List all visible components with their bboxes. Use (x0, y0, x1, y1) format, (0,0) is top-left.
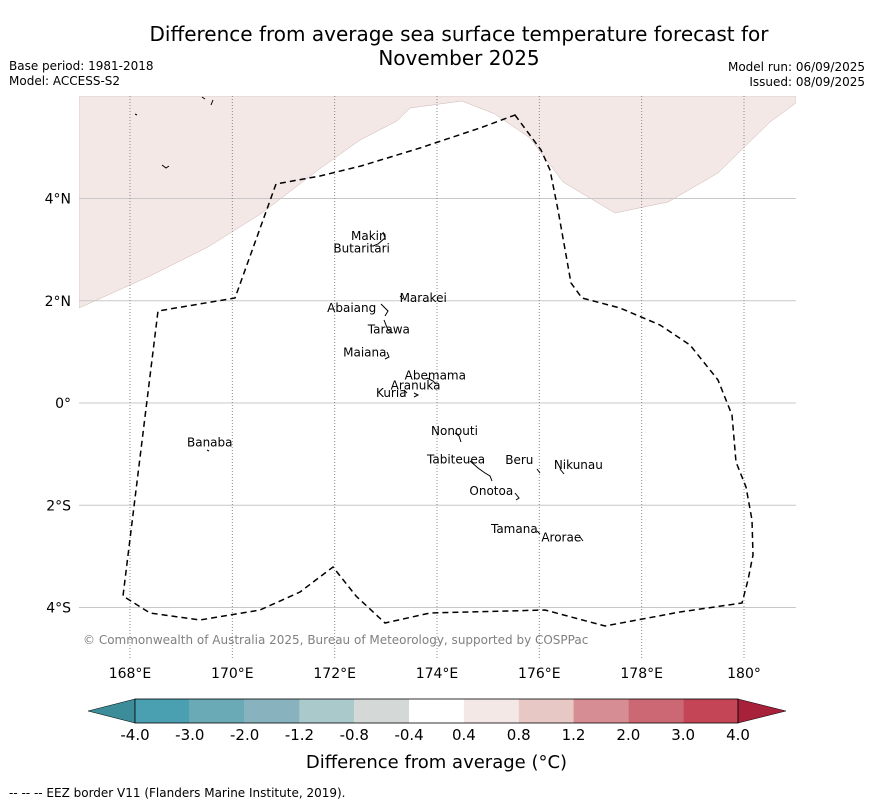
lon-tick-label: 172°E (313, 666, 356, 682)
lon-tick-label: 176°E (518, 666, 561, 682)
lat-tick-label: 2°N (45, 294, 71, 310)
island-coastlines (134, 96, 584, 542)
coast-abaiang (380, 303, 389, 317)
colorbar-tick: -0.4 (394, 726, 424, 744)
model-info: Base period: 1981-2018 Model: ACCESS-S2 (9, 59, 154, 89)
colorbar-arrow-low (87, 698, 136, 724)
island-label: Tabiteuea (426, 452, 485, 466)
lat-tick-label: 4°N (45, 192, 71, 208)
colorbar-tick: 3.0 (671, 726, 696, 744)
coast-onotoa (514, 492, 520, 501)
coast-tabiteuea (469, 460, 493, 482)
colorbar-tick: 0.8 (506, 726, 531, 744)
island-label: Banaba (187, 435, 233, 449)
colorbar-frame (134, 698, 739, 724)
colorbar-tick: 1.2 (561, 726, 586, 744)
coast-nw-islet (161, 164, 170, 169)
base-period: Base period: 1981-2018 (9, 59, 154, 73)
colorbar-segment (354, 699, 410, 723)
island-label: Kuria (376, 386, 407, 400)
coast-top-islets (201, 96, 214, 106)
colorbar-segment (573, 699, 629, 723)
island-label: Aranuka (391, 378, 441, 392)
colorbar-label: Difference from average (°C) (305, 752, 568, 773)
lon-tick-label: 180° (727, 666, 761, 682)
lat-tick-label: 0° (55, 396, 71, 412)
model-name: Model: ACCESS-S2 (9, 74, 121, 88)
island-label: Arorae (541, 530, 581, 544)
colorbar-segment (683, 699, 738, 723)
coast-maiana (384, 351, 390, 360)
lat-tick-label: 4°S (46, 601, 71, 617)
island-label: Makin (351, 229, 387, 243)
coast-kuria (403, 389, 408, 394)
colorbar-tick: 0.4 (451, 726, 476, 744)
title-line-1: Difference from average sea surface temp… (149, 22, 769, 46)
coast-nw-dot (134, 113, 138, 116)
copyright-text: © Commonwealth of Australia 2025, Bureau… (83, 633, 588, 647)
island-label: Butaritari (333, 242, 390, 256)
colorbar (87, 698, 787, 724)
colorbar-tick: -3.0 (175, 726, 205, 744)
lon-tick-label: 168°E (109, 666, 152, 682)
lon-tick-label: 170°E (211, 666, 254, 682)
colorbar-segment (409, 699, 464, 723)
island-label: Tarawa (367, 322, 410, 336)
colorbar-tick: 4.0 (726, 726, 750, 744)
island-label: Onotoa (469, 484, 513, 498)
coast-aranuka (413, 392, 420, 398)
lat-tick-label: 2°S (46, 498, 71, 514)
chart-title: Difference from average sea surface temp… (100, 22, 818, 70)
island-label: Marakei (400, 291, 447, 305)
axis-labels: 4°N 2°N 0° 2°S 4°S 168°E 170°E 172°E 174°E 176°E 1… (45, 192, 761, 683)
title-line-2: November 2025 (378, 46, 540, 70)
gridlines (79, 96, 796, 659)
island-label: Abemama (405, 369, 466, 383)
colorbar-segment (135, 699, 190, 723)
coast-nikunau (559, 468, 565, 475)
colorbar-segment (628, 699, 684, 723)
coast-tarawa (383, 319, 394, 334)
colorbar-tick: -1.2 (284, 726, 315, 744)
coast-arorae (579, 536, 584, 542)
coast-tamana (536, 530, 541, 535)
colorbar-arrow-high (737, 698, 787, 724)
colorbar-tick: -2.0 (229, 726, 260, 744)
colorbar-segment (463, 699, 519, 723)
legend-footer: -- -- -- EEZ border V11 (Flanders Marine… (9, 786, 346, 800)
colorbar-tick: -0.8 (339, 726, 369, 744)
island-label: Abaiang (327, 301, 376, 315)
colorbar-segment (189, 699, 245, 723)
island-label: Beru (505, 453, 533, 467)
lon-tick-label: 178°E (620, 666, 663, 682)
coast-marakei (399, 295, 404, 300)
warm-anomaly-region-west (79, 96, 796, 309)
coast-banaba (206, 449, 210, 452)
island-label: Nonouti (431, 424, 478, 438)
coast-nonouti (454, 432, 462, 443)
model-run: Model run: 06/09/2025 (727, 60, 865, 74)
island-label: Nikunau (554, 458, 603, 472)
issued-date: Issued: 08/09/2025 (749, 75, 865, 89)
colorbar-segment (299, 699, 355, 723)
run-info: Model run: 06/09/2025 Issued: 08/09/2025 (728, 60, 865, 90)
coast-abemama (426, 377, 437, 385)
island-label: Tamana (490, 522, 538, 536)
coast-makin (372, 231, 386, 247)
island-label: Maiana (343, 345, 386, 359)
colorbar-segment (518, 699, 574, 723)
coast-beru (536, 468, 541, 474)
lon-tick-label: 174°E (416, 666, 459, 682)
colorbar-segment (244, 699, 300, 723)
colorbar-tick: -4.0 (120, 726, 150, 744)
colorbar-tick: 2.0 (616, 726, 641, 744)
eez-border (122, 114, 754, 627)
